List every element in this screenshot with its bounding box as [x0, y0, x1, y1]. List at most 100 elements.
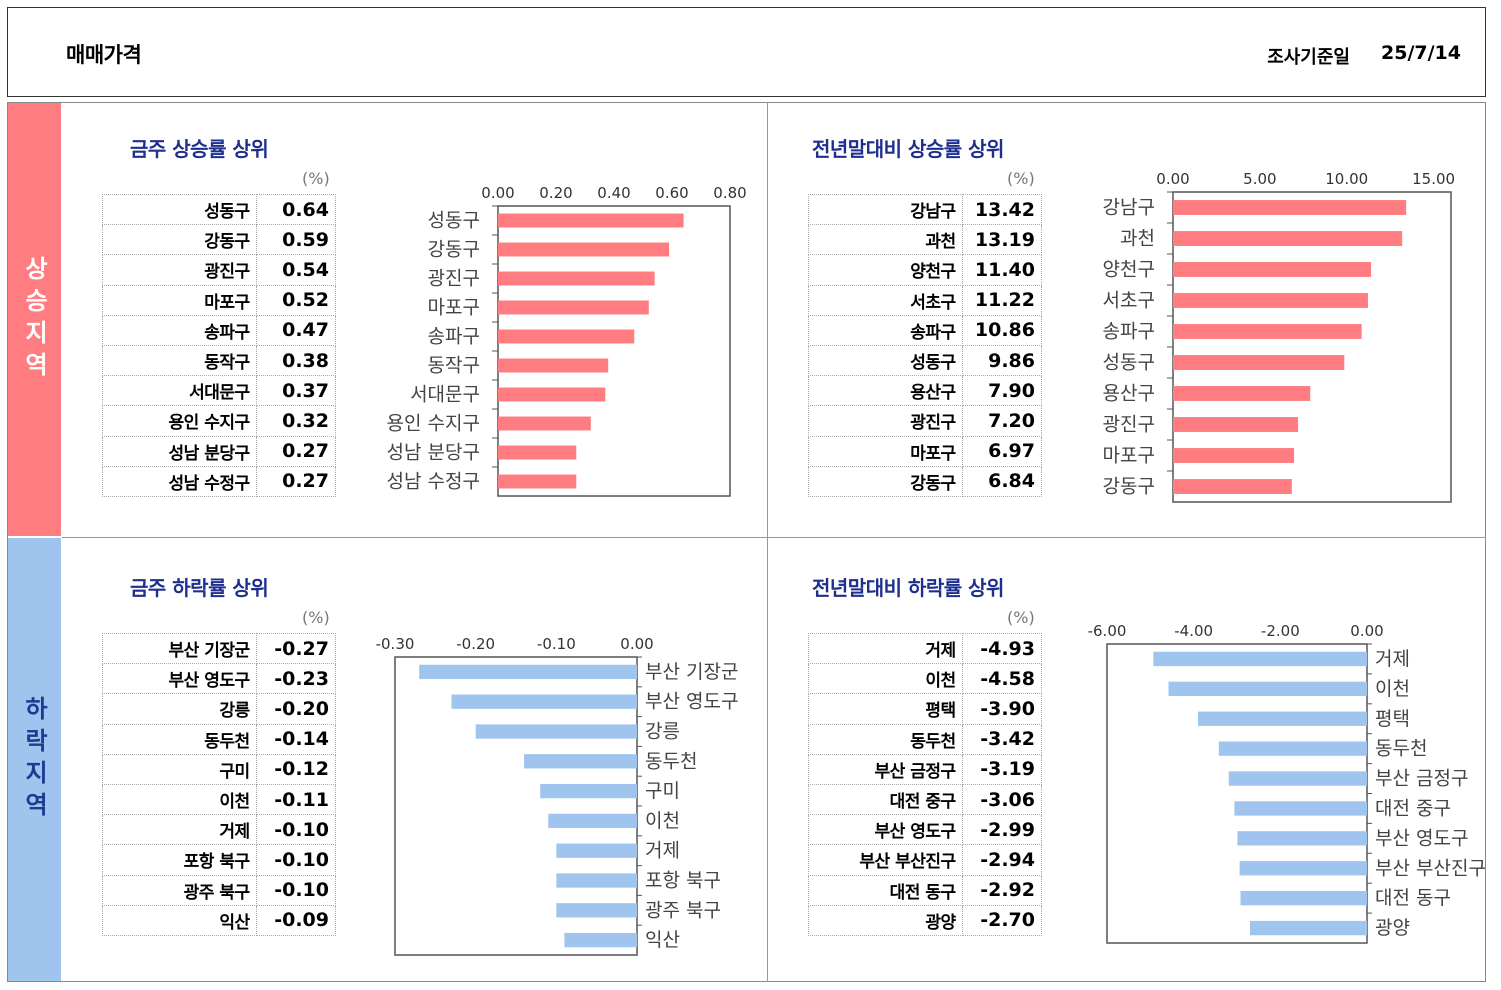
x-tick-label: -0.30: [376, 635, 415, 653]
bar: [498, 242, 670, 257]
region-name: 대전 중구: [808, 783, 963, 816]
category-label: 동작구: [428, 355, 480, 377]
category-label: 양천구: [1103, 259, 1155, 281]
change-rate: -0.09: [255, 904, 337, 936]
x-tick-label: 0.80: [713, 184, 746, 202]
change-rate: -0.10: [255, 814, 337, 846]
category-label: 익산: [645, 929, 680, 951]
ranking-table: 강남구 13.42 과천 13.19 양천구 11.40 서초구 11.22 송파구 10.86 성…: [808, 193, 1043, 497]
region-name: 용인 수지구: [102, 405, 257, 437]
change-rate: -0.20: [255, 693, 337, 725]
table-row: 부산 영도구 -0.23: [102, 663, 337, 695]
change-rate: 0.54: [255, 254, 337, 286]
table-row: 용산구 7.90: [808, 375, 1043, 407]
category-label: 성남 분당구: [387, 442, 480, 464]
bar: [1173, 417, 1299, 432]
category-label: 강릉: [645, 721, 680, 743]
change-rate: 7.20: [961, 405, 1043, 437]
change-rate: 11.22: [961, 284, 1043, 316]
x-tick-label: 0.20: [539, 184, 572, 202]
bar: [419, 664, 637, 680]
change-rate: -0.10: [255, 874, 337, 906]
bar: [556, 843, 637, 858]
bar: [498, 474, 577, 489]
table-row: 구미 -0.12: [102, 753, 337, 785]
x-tick-label: 0.00: [481, 184, 514, 202]
fall-region-text: 하락지역: [20, 695, 48, 824]
bar: [1239, 861, 1367, 876]
table-row: 성남 분당구 0.27: [102, 435, 337, 467]
panel-title-ytd-fall: 전년말대비 하락률 상위: [812, 576, 1004, 600]
x-tick-label: 0.40: [597, 184, 630, 202]
region-name: 부산 영도구: [808, 814, 963, 846]
region-name: 광진구: [102, 254, 257, 286]
region-name: 부산 금정구: [808, 753, 963, 785]
table-row: 거제 -0.10: [102, 814, 337, 846]
change-rate: 0.59: [255, 224, 337, 256]
category-label: 동두천: [645, 750, 697, 772]
unit-label: (%): [302, 169, 330, 188]
category-label: 부산 영도구: [1375, 827, 1468, 849]
category-label: 구미: [645, 780, 680, 802]
table-row: 서대문구 0.37: [102, 375, 337, 407]
change-rate: 7.90: [961, 375, 1043, 407]
table-row: 광진구 0.54: [102, 254, 337, 286]
bar: [451, 694, 637, 709]
bar: [1173, 200, 1407, 215]
category-label: 광진구: [1103, 414, 1155, 436]
region-name: 포항 북구: [102, 844, 257, 876]
report-title: 매매가격: [66, 43, 142, 67]
dashboard-frame: [7, 102, 1486, 982]
bar: [564, 932, 637, 948]
bar: [498, 300, 649, 315]
category-label: 서대문구: [410, 384, 480, 406]
table-row: 평택 -3.90: [808, 693, 1043, 725]
table-row: 대전 동구 -2.92: [808, 874, 1043, 906]
change-rate: 0.47: [255, 314, 337, 346]
bar: [1173, 231, 1403, 246]
bar: [1234, 801, 1367, 816]
category-label: 용산구: [1103, 383, 1155, 405]
table-row: 광주 북구 -0.10: [102, 874, 337, 906]
x-tick-label: -0.10: [537, 635, 576, 653]
region-name: 광주 북구: [102, 874, 257, 906]
category-label: 송파구: [1103, 321, 1155, 343]
table-row: 대전 중구 -3.06: [808, 783, 1043, 816]
change-rate: 6.97: [961, 435, 1043, 467]
table-row: 마포구 0.52: [102, 284, 337, 316]
table-row: 성동구 9.86: [808, 344, 1043, 377]
region-name: 이천: [102, 783, 257, 816]
bar: [1173, 386, 1311, 401]
category-label: 성동구: [428, 210, 480, 232]
category-label: 대전 중구: [1375, 797, 1451, 819]
category-label: 광주 북구: [645, 899, 721, 921]
fall-region-label: 하락지역: [8, 538, 61, 981]
x-tick-label: 15.00: [1412, 170, 1455, 188]
category-label: 강동구: [1103, 476, 1155, 498]
bar: [1173, 355, 1345, 370]
change-rate: 0.64: [255, 193, 337, 226]
change-rate: 10.86: [961, 314, 1043, 346]
x-tick-label: 0.60: [655, 184, 688, 202]
report-header: 매매가격 조사기준일 25/7/14: [7, 7, 1486, 97]
region-name: 성남 분당구: [102, 435, 257, 467]
change-rate: -0.11: [255, 783, 337, 816]
ranking-table: 성동구 0.64 강동구 0.59 광진구 0.54 마포구 0.52 송파구 0.47 동작구 0.…: [102, 193, 337, 497]
table-row: 동두천 -0.14: [102, 723, 337, 755]
bar: [1173, 262, 1372, 277]
ranking-table: 거제 -4.93 이천 -4.58 평택 -3.90 동두천 -3.42 부산 금정구 -3.19…: [808, 632, 1043, 936]
region-name: 광진구: [808, 405, 963, 437]
table-row: 포항 북구 -0.10: [102, 844, 337, 876]
x-tick-label: 0.00: [1156, 170, 1189, 188]
panel-title-weekly-fall: 금주 하락률 상위: [130, 576, 269, 600]
bar: [498, 358, 609, 373]
region-name: 이천: [808, 663, 963, 695]
region-name: 광양: [808, 904, 963, 936]
change-rate: 0.37: [255, 375, 337, 407]
bar: [1228, 771, 1367, 786]
bar-chart-weekly-rise: 0.00 0.20 0.40 0.60 0.80 성동구강동구광진구마포구송파구동작구서대…: [387, 184, 747, 497]
region-name: 마포구: [808, 435, 963, 467]
table-row: 성동구 0.64: [102, 193, 337, 226]
category-label: 과천: [1120, 228, 1155, 250]
